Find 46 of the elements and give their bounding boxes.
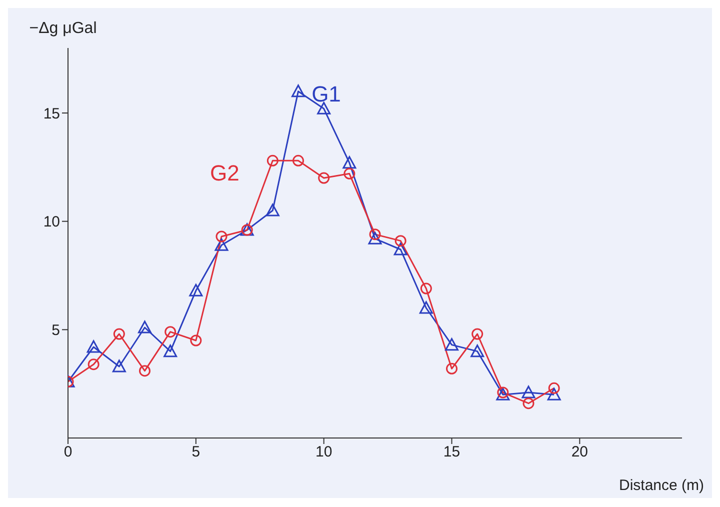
point — [138, 320, 152, 334]
point — [266, 204, 280, 216]
point — [369, 228, 381, 240]
point — [216, 230, 228, 242]
point — [472, 328, 484, 340]
x-tick-label: 15 — [443, 444, 460, 461]
point — [522, 398, 534, 410]
y-axis-title: −Δg μGal — [29, 20, 97, 37]
point — [190, 334, 202, 346]
point — [113, 328, 125, 340]
point — [342, 156, 356, 169]
y-tick-label: 5 — [52, 322, 60, 339]
point — [318, 172, 330, 184]
point — [368, 232, 382, 244]
point — [139, 365, 150, 377]
point — [394, 235, 406, 247]
point — [420, 282, 432, 294]
y-tick-label: 10 — [43, 214, 60, 231]
point — [522, 386, 536, 398]
point — [419, 301, 433, 314]
point — [164, 344, 178, 358]
point — [112, 360, 126, 372]
series-label: G2 — [210, 160, 240, 186]
point — [470, 344, 484, 358]
x-tick-label: 0 — [64, 444, 72, 461]
point — [214, 238, 228, 251]
point — [164, 326, 176, 338]
x-tick-label: 10 — [315, 444, 332, 461]
point — [86, 340, 100, 353]
x-tick-label: 20 — [571, 444, 588, 461]
point — [317, 102, 331, 114]
point — [548, 382, 560, 394]
x-axis-title: Distance (m) — [618, 477, 704, 494]
point — [292, 84, 305, 98]
series-label: G1 — [312, 81, 341, 106]
point — [445, 338, 458, 351]
y-tick-label: 15 — [43, 105, 60, 122]
point — [394, 242, 408, 256]
point — [292, 154, 304, 166]
point — [547, 388, 561, 400]
point — [446, 362, 458, 374]
point — [266, 154, 278, 166]
point — [88, 358, 100, 370]
point — [189, 284, 203, 296]
point — [344, 168, 356, 180]
x-tick-label: 5 — [192, 444, 200, 461]
